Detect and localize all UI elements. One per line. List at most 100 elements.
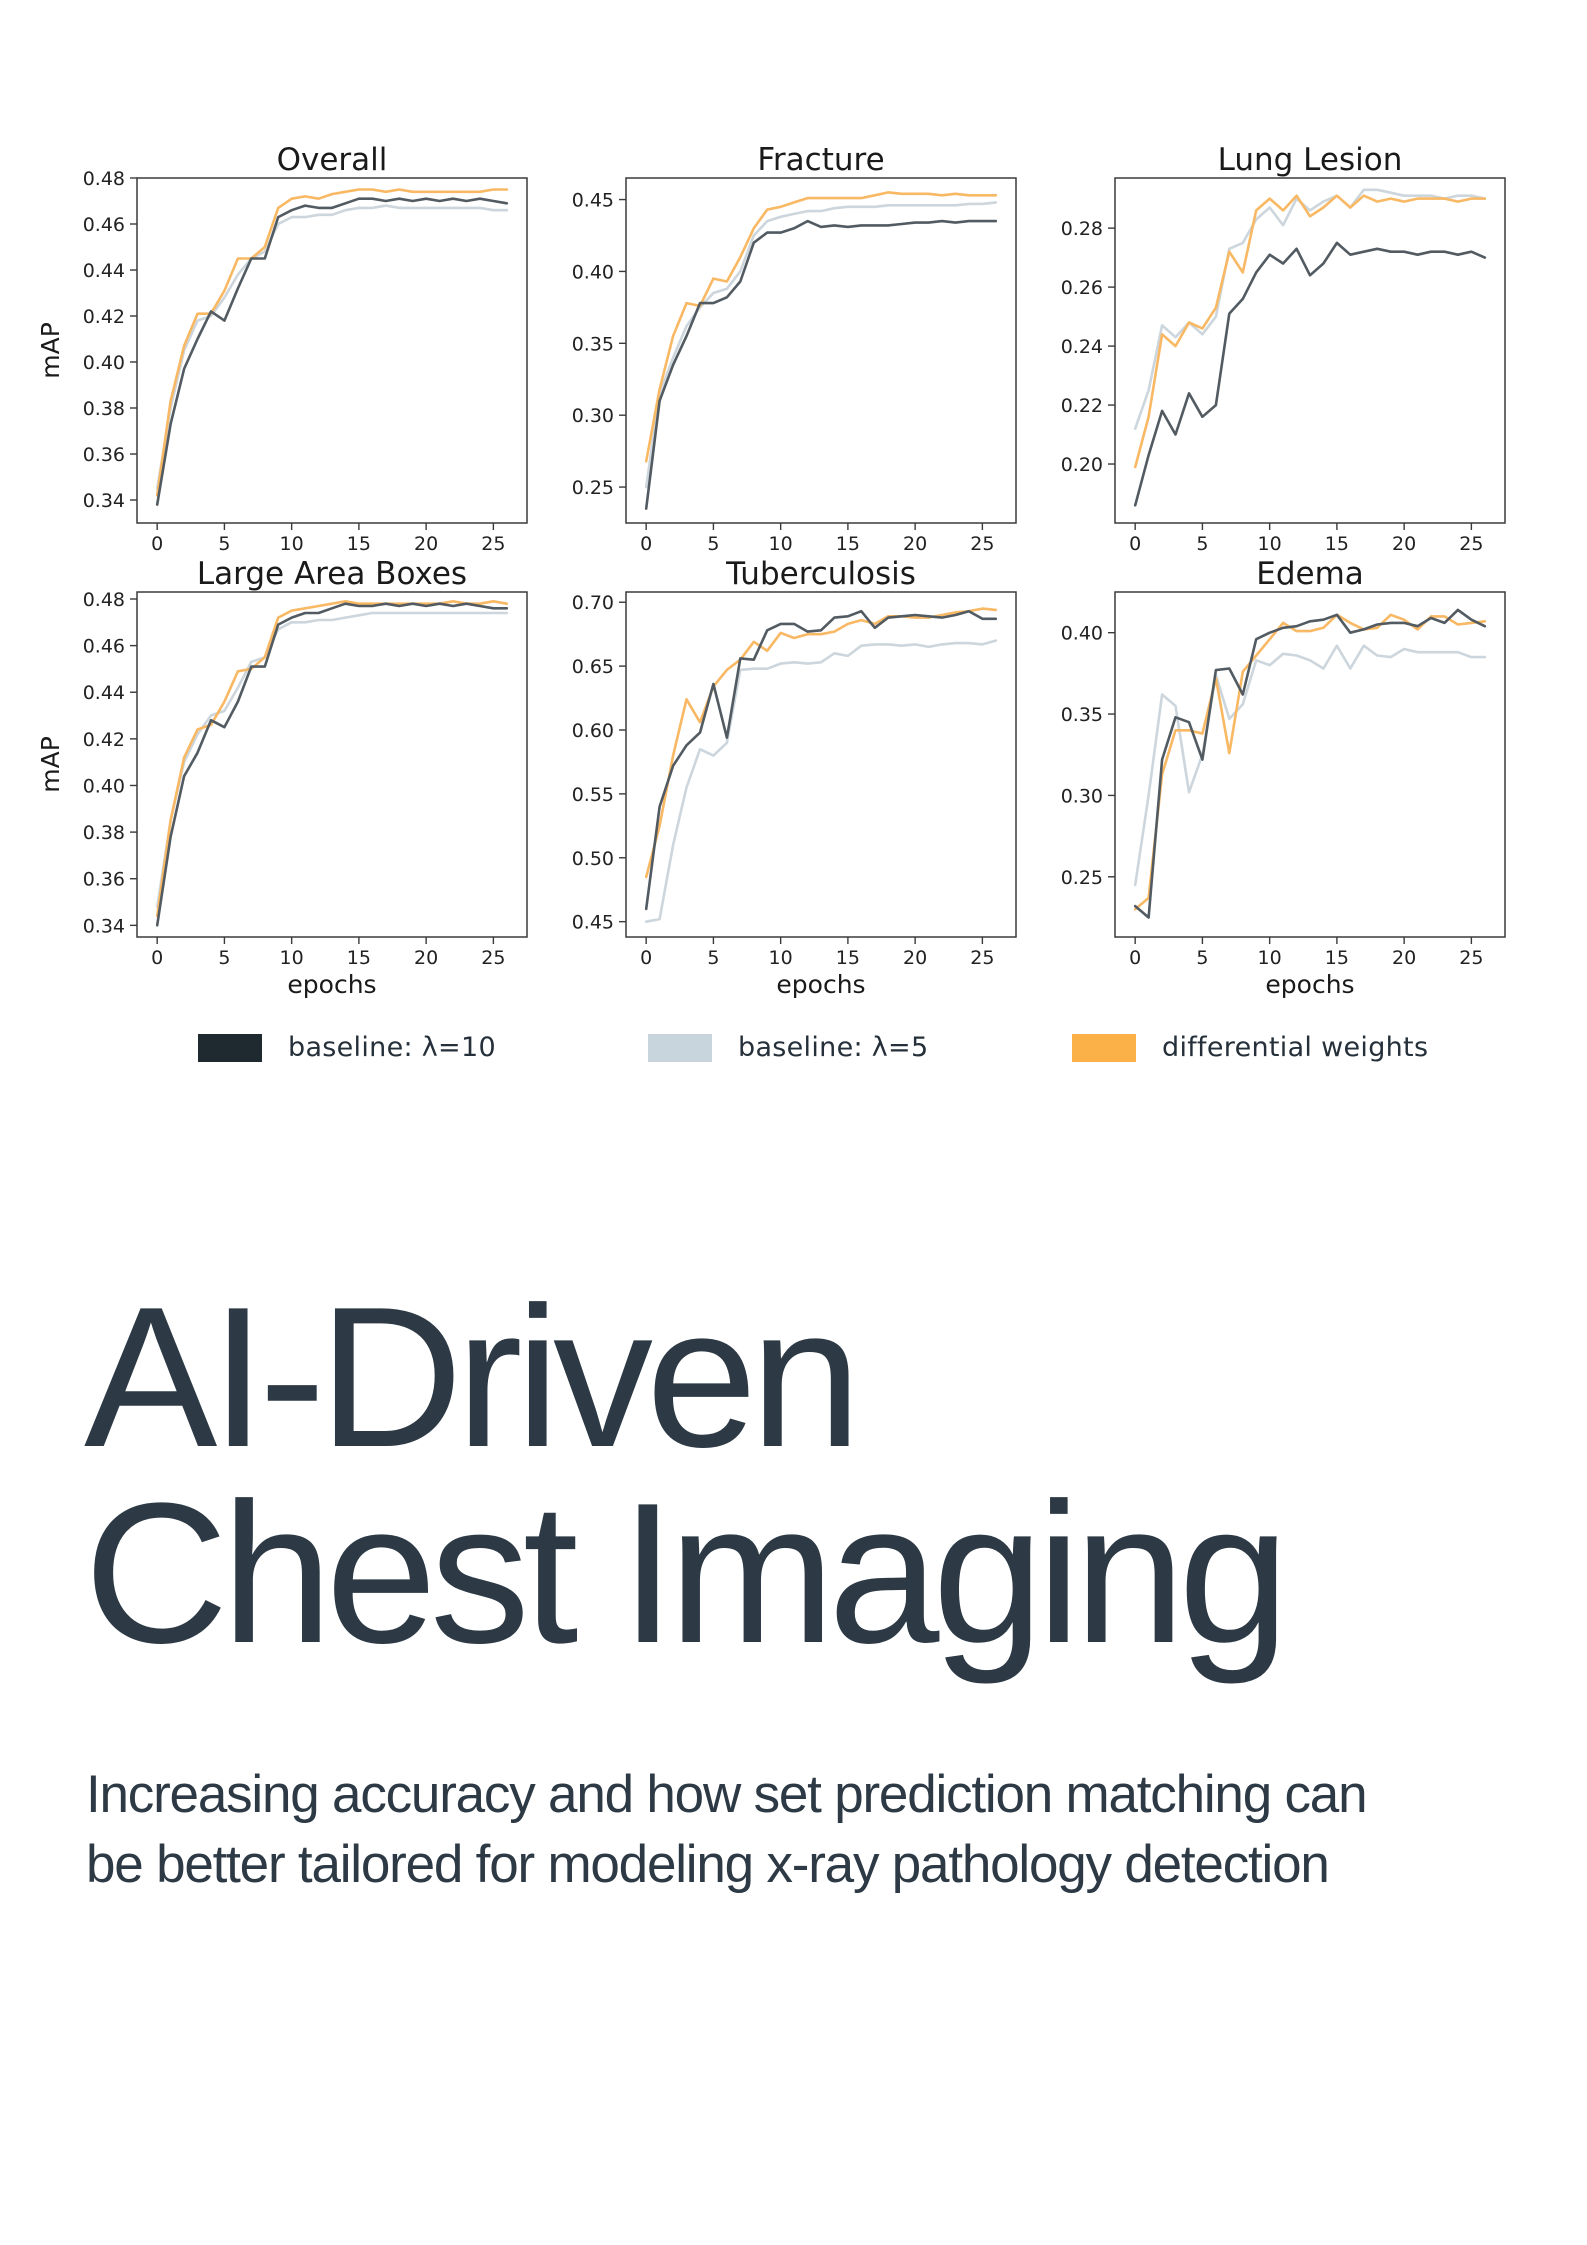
x-tick-label: 15 (836, 947, 860, 969)
x-tick-label: 0 (151, 533, 163, 555)
series-line-lung-lesion-baseline-10 (1133, 241, 1487, 507)
legend-swatch-baseline-5 (648, 1033, 712, 1062)
x-tick-label: 15 (347, 947, 371, 969)
series-line-fracture-baseline-5 (644, 201, 998, 489)
x-tick-label: 0 (640, 533, 652, 555)
y-tick-label: 0.55 (572, 784, 614, 806)
panel-title-tuberculosis: Tuberculosis (725, 556, 916, 592)
y-tick-label: 0.40 (1061, 623, 1103, 645)
panel-title-edema: Edema (1256, 556, 1364, 592)
y-tick-label: 0.25 (1061, 867, 1103, 889)
y-tick-label: 0.24 (1061, 336, 1103, 358)
y-tick-label: 0.36 (83, 444, 125, 466)
plot-frame-tuberculosis (625, 591, 1017, 938)
x-axis-label-edema: epochs (1265, 970, 1354, 999)
x-tick-label: 0 (1129, 533, 1141, 555)
series-line-tuberculosis-differential-weights (644, 607, 998, 879)
series-line-edema-baseline-10 (1133, 608, 1487, 919)
legend-label-baseline-5: baseline: λ=5 (738, 1032, 929, 1063)
series-line-large-area-boxes-baseline-10 (155, 602, 509, 927)
y-axis-label-overall: mAP (36, 322, 65, 379)
x-tick-label: 0 (151, 947, 163, 969)
y-tick-label: 0.30 (1061, 785, 1103, 807)
y-tick-label: 0.50 (572, 848, 614, 870)
legend-swatch-baseline-10 (198, 1033, 262, 1062)
x-tick-label: 15 (1325, 947, 1349, 969)
series-line-fracture-baseline-10 (644, 219, 998, 510)
x-tick-label: 20 (1392, 533, 1416, 555)
results-figure: 0 5 10 15 20 25 0.34 0.36 0.38 0.40 0.42 0.44 0.46 0.… (0, 0, 1587, 1100)
y-tick-label: 0.60 (572, 720, 614, 742)
x-tick-label: 10 (1258, 947, 1282, 969)
plot-frame-overall (136, 177, 528, 524)
y-tick-label: 0.70 (572, 592, 614, 614)
x-tick-label: 5 (707, 533, 719, 555)
legend: baseline: λ=10 baseline: λ=5 differentia… (0, 1032, 1587, 1072)
x-tick-label: 25 (481, 947, 505, 969)
y-tick-label: 0.36 (83, 869, 125, 891)
x-tick-label: 25 (970, 533, 994, 555)
x-axis-label-large-area-boxes: epochs (287, 970, 376, 999)
y-tick-label: 0.40 (572, 261, 614, 283)
panel-edema: 0 5 10 15 20 25 0.25 0.30 0.35 0.40 Edema epochs (1061, 556, 1506, 999)
panel-large-area-boxes: 0 5 10 15 20 25 0.34 0.36 0.38 0.40 0.42 0.44 0.46 0.… (36, 556, 528, 999)
legend-item-differential-weights: differential weights (1072, 1032, 1428, 1063)
y-tick-label: 0.48 (83, 589, 125, 611)
panel-title-large-area-boxes: Large Area Boxes (197, 556, 467, 592)
legend-item-baseline-10: baseline: λ=10 (198, 1032, 496, 1063)
panel-tuberculosis: 0 5 10 15 20 25 0.45 0.50 0.55 0.60 0.65 0.70 Tuberc… (572, 556, 1017, 999)
series-line-fracture-differential-weights (644, 191, 998, 463)
plot-frame-edema (1114, 591, 1506, 938)
legend-label-baseline-10: baseline: λ=10 (288, 1032, 496, 1063)
y-tick-label: 0.42 (83, 729, 125, 751)
x-tick-label: 5 (1196, 947, 1208, 969)
series-line-large-area-boxes-baseline-5 (155, 611, 509, 909)
x-tick-label: 15 (1325, 533, 1349, 555)
y-tick-label: 0.20 (1061, 454, 1103, 476)
x-tick-label: 10 (280, 533, 304, 555)
y-tick-label: 0.44 (83, 682, 125, 704)
series-line-edema-baseline-5 (1133, 644, 1487, 887)
subtitle: Increasing accuracy and how set predicti… (86, 1760, 1526, 1900)
y-tick-label: 0.46 (83, 636, 125, 658)
series-line-large-area-boxes-differential-weights (155, 599, 509, 918)
x-tick-label: 20 (903, 533, 927, 555)
panel-overall: 0 5 10 15 20 25 0.34 0.36 0.38 0.40 0.42 0.44 0.46 0.… (36, 142, 528, 555)
y-tick-label: 0.34 (83, 490, 125, 512)
headline-line-2: Chest Imaging (84, 1462, 1290, 1685)
y-tick-label: 0.44 (83, 260, 125, 282)
x-tick-label: 15 (836, 533, 860, 555)
x-tick-label: 5 (707, 947, 719, 969)
x-axis-label-tuberculosis: epochs (776, 970, 865, 999)
y-tick-label: 0.40 (83, 352, 125, 374)
x-tick-label: 20 (903, 947, 927, 969)
panel-fracture: 0 5 10 15 20 25 0.25 0.30 0.35 0.40 0.45 Fracture (572, 142, 1017, 555)
series-line-lung-lesion-differential-weights (1133, 194, 1487, 469)
series-line-overall-differential-weights (155, 188, 509, 497)
series-line-lung-lesion-baseline-5 (1133, 188, 1487, 430)
panel-lung-lesion: 0 5 10 15 20 25 0.20 0.22 0.24 0.26 0.28 Lung Lesio… (1061, 142, 1506, 555)
x-tick-label: 20 (414, 533, 438, 555)
x-tick-label: 25 (970, 947, 994, 969)
x-tick-label: 20 (1392, 947, 1416, 969)
x-tick-label: 5 (218, 533, 230, 555)
y-tick-label: 0.38 (83, 822, 125, 844)
y-tick-label: 0.22 (1061, 395, 1103, 417)
y-axis-label-large-area-boxes: mAP (36, 736, 65, 793)
y-tick-label: 0.45 (572, 190, 614, 212)
y-tick-label: 0.46 (83, 214, 125, 236)
headline-line-1: AI-Driven (84, 1266, 862, 1489)
series-line-overall-baseline-5 (155, 204, 509, 490)
x-tick-label: 20 (414, 947, 438, 969)
legend-swatch-differential-weights (1072, 1033, 1136, 1062)
series-line-tuberculosis-baseline-5 (644, 639, 998, 924)
x-tick-label: 10 (1258, 533, 1282, 555)
x-tick-label: 10 (769, 947, 793, 969)
legend-label-differential-weights: differential weights (1162, 1032, 1429, 1063)
x-tick-label: 5 (1196, 533, 1208, 555)
x-tick-label: 0 (640, 947, 652, 969)
y-tick-label: 0.45 (572, 912, 614, 934)
plot-frame-fracture (625, 177, 1017, 524)
y-tick-label: 0.28 (1061, 218, 1103, 240)
series-line-tuberculosis-baseline-10 (644, 609, 998, 911)
